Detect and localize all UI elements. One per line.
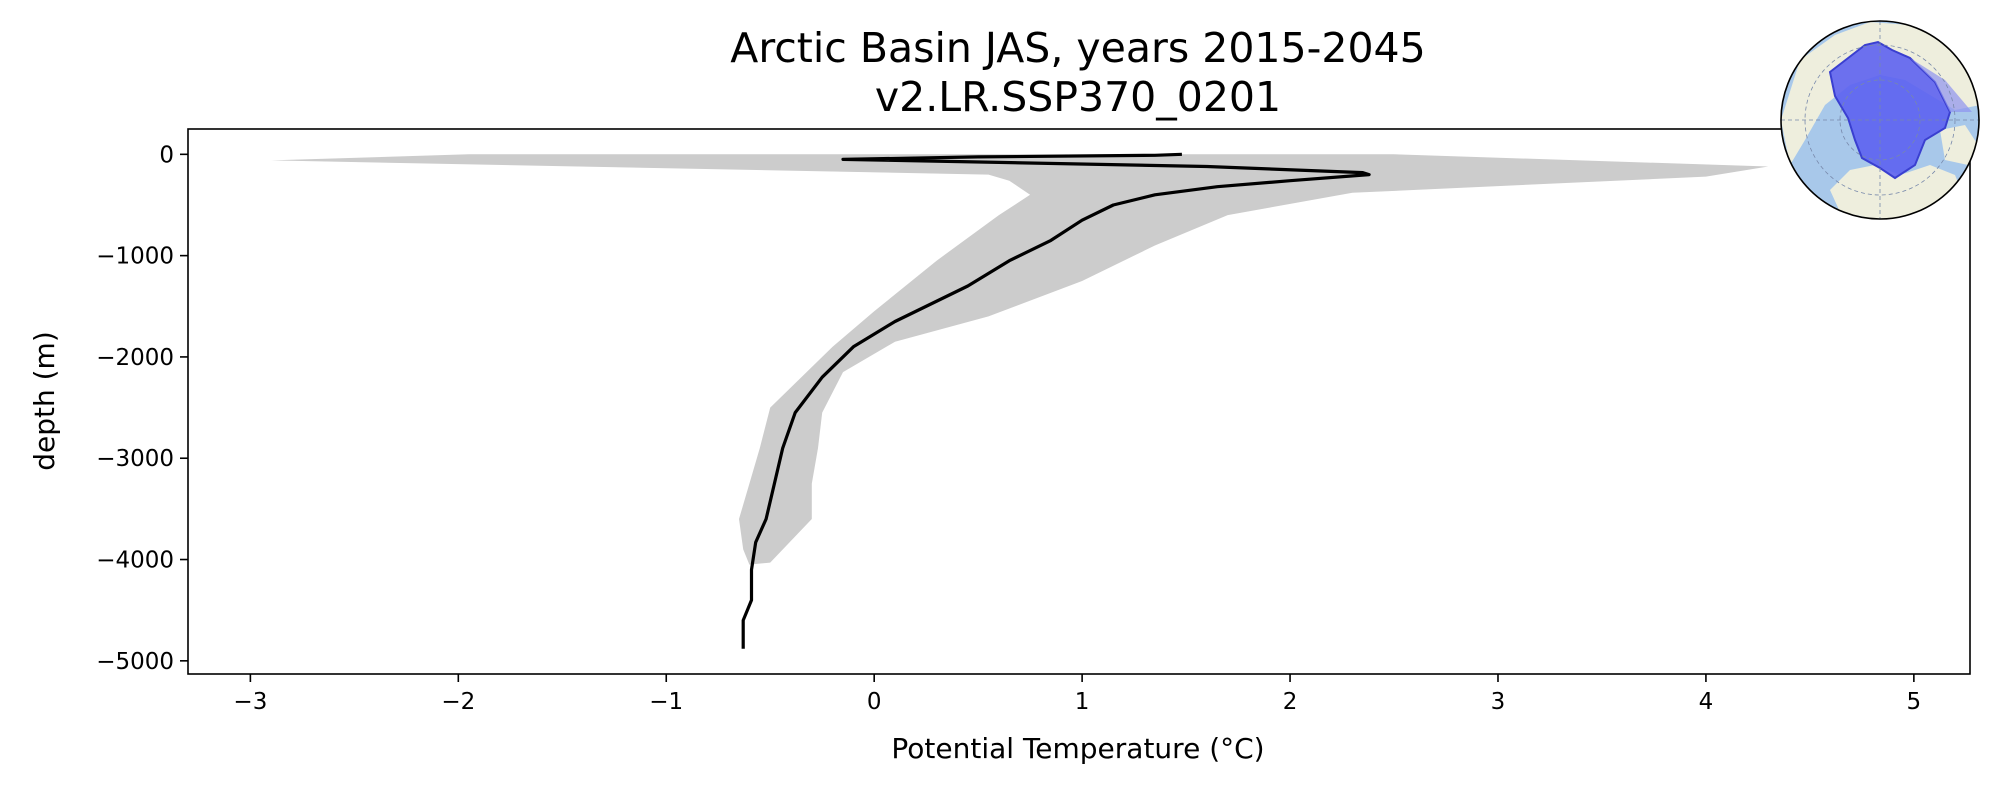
inset-land <box>1940 125 1978 165</box>
y-tick-label: −2000 <box>96 345 174 371</box>
inset-region-highlight <box>1828 40 1952 180</box>
chart-title: Arctic Basin JAS, years 2015-2045 <box>730 24 1425 72</box>
x-axis: −3 −2 −1 0 1 2 3 4 5 <box>233 674 1921 715</box>
inset-border <box>1780 20 1980 220</box>
mean-profile-line <box>741 152 1371 649</box>
chart-subtitle: v2.LR.SSP370_0201 <box>875 73 1281 121</box>
x-tick-label: −1 <box>649 689 683 715</box>
y-axis: 0 −1000 −2000 −3000 −4000 −5000 <box>96 142 188 675</box>
y-tick-label: −3000 <box>96 446 174 472</box>
spread-band <box>271 154 1769 565</box>
y-axis-label: depth (m) <box>28 331 61 471</box>
y-tick-label: −5000 <box>96 649 174 675</box>
inset-graticule <box>1839 79 1921 161</box>
y-tick-label: −1000 <box>96 244 174 270</box>
x-tick-label: 5 <box>1907 689 1922 715</box>
x-tick-label: 1 <box>1075 689 1090 715</box>
x-axis-label: Potential Temperature (°C) <box>891 732 1264 765</box>
inset-land <box>1781 22 1979 165</box>
x-tick-label: 3 <box>1491 689 1506 715</box>
region-inset-map <box>1780 20 1980 220</box>
x-tick-label: −3 <box>233 689 267 715</box>
inset-region-shade <box>1910 58 1972 112</box>
plot-frame <box>187 128 1971 675</box>
x-tick-label: 2 <box>1283 689 1298 715</box>
x-tick-label: −2 <box>441 689 475 715</box>
x-tick-label: 4 <box>1699 689 1714 715</box>
x-tick-label: 0 <box>867 689 882 715</box>
y-tick-label: −4000 <box>96 548 174 574</box>
y-tick-label: 0 <box>159 142 174 168</box>
plot-area <box>271 152 1769 649</box>
